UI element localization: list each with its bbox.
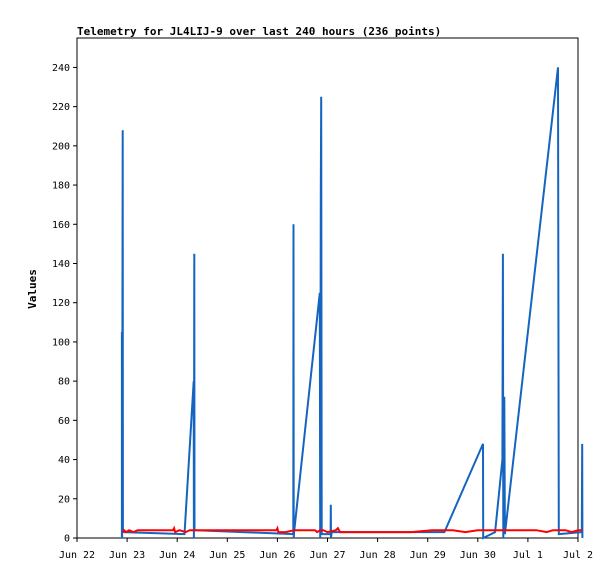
y-tick-label: 100 <box>52 337 70 348</box>
series-line-0 <box>120 67 584 540</box>
x-tick-label: Jun 22 <box>59 550 95 561</box>
x-tick-label: Jun 27 <box>309 550 345 561</box>
x-tick-label: Jun 24 <box>159 550 195 561</box>
x-tick-label: Jun 30 <box>460 550 496 561</box>
series-layer <box>120 67 584 540</box>
chart-title: Telemetry for JL4LIJ-9 over last 240 hou… <box>77 25 441 38</box>
x-tick-label: Jun 28 <box>360 550 396 561</box>
x-tick-label: Jul 2 <box>563 550 593 561</box>
x-tick-label: Jun 23 <box>109 550 145 561</box>
x-tick-label: Jun 29 <box>410 550 446 561</box>
y-tick-label: 140 <box>52 259 70 270</box>
y-tick-label: 0 <box>64 534 70 545</box>
y-tick-label: 60 <box>58 416 70 427</box>
y-tick-label: 220 <box>52 102 70 113</box>
y-axis-label: Values <box>26 269 39 309</box>
x-tick-label: Jun 25 <box>209 550 245 561</box>
series-line-1 <box>122 525 583 534</box>
y-tick-label: 80 <box>58 377 70 388</box>
x-axis: Jun 22 Jun 23 Jun 24 Jun 25 Jun 26 Jun 27 Jun … <box>59 538 593 561</box>
y-tick-label: 120 <box>52 298 70 309</box>
y-tick-label: 20 <box>58 494 70 505</box>
x-tick-label: Jun 26 <box>259 550 295 561</box>
y-tick-label: 200 <box>52 141 70 152</box>
x-tick-label: Jul 1 <box>513 550 543 561</box>
y-tick-label: 160 <box>52 220 70 231</box>
y-tick-label: 180 <box>52 181 70 192</box>
y-tick-label: 240 <box>52 63 70 74</box>
y-tick-label: 40 <box>58 455 70 466</box>
y-axis: 0 20 40 60 80 100 120 140 160 180 200 220 240 <box>52 63 77 545</box>
